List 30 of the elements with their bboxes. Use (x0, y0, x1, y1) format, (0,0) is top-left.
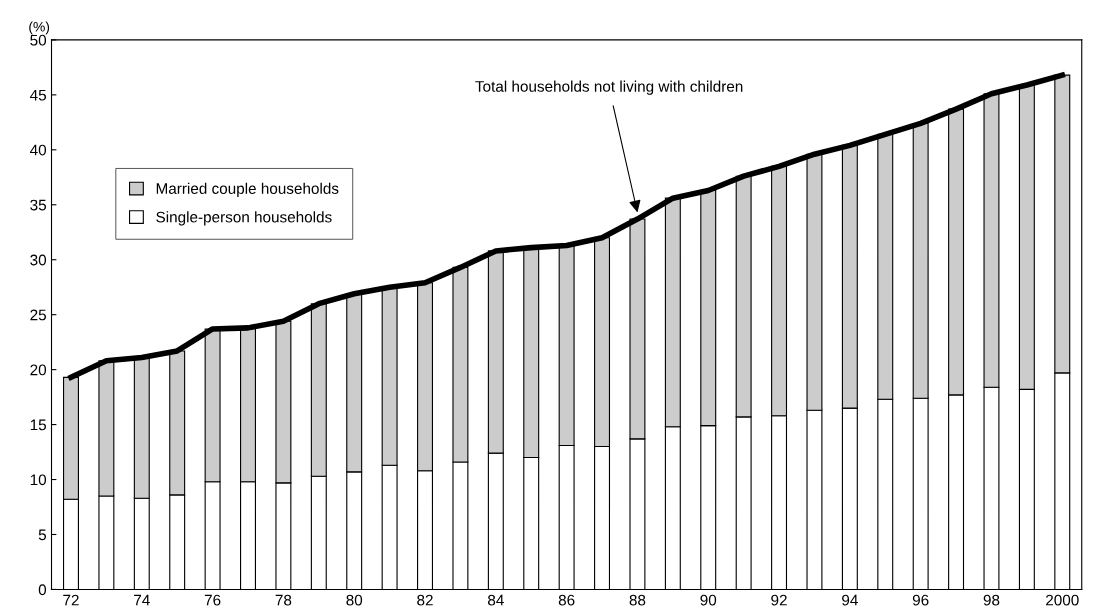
x-tick-label: 2000 (1046, 594, 1079, 606)
x-tick-label: 98 (983, 594, 1000, 606)
x-tick-label: 72 (63, 594, 79, 606)
x-tick-label: 94 (842, 594, 858, 606)
y-tick-label: 30 (30, 254, 47, 266)
y-tick-label: 50 (30, 34, 47, 46)
y-tick-label: 45 (30, 89, 47, 101)
y-tick-label: 20 (30, 364, 47, 376)
x-tick-label: 74 (134, 594, 150, 606)
y-axis-title: (%) (29, 21, 50, 35)
y-tick-label: 25 (30, 309, 47, 321)
y-tick-label: 5 (38, 529, 47, 541)
y-tick-label: 40 (30, 144, 47, 156)
annotation: Total households not living with children (475, 80, 743, 95)
x-tick-label: 86 (558, 594, 575, 606)
x-tick-label: 84 (487, 594, 504, 606)
x-tick-label: 92 (771, 594, 787, 606)
y-tick-label: 15 (30, 419, 47, 431)
x-tick-label: 96 (912, 594, 929, 606)
legend-label: Single-person households (156, 211, 332, 226)
x-tick-label: 80 (346, 594, 363, 606)
x-tick-label: 78 (275, 594, 292, 606)
y-tick-label: 35 (30, 199, 47, 211)
x-tick-label: 88 (629, 594, 646, 606)
y-tick-label: 10 (30, 474, 47, 486)
legend-label: Married couple households (156, 182, 339, 197)
x-tick-label: 82 (417, 594, 433, 606)
x-tick-label: 90 (700, 594, 717, 606)
x-tick-label: 76 (204, 594, 221, 606)
y-tick-label: 0 (38, 584, 47, 596)
